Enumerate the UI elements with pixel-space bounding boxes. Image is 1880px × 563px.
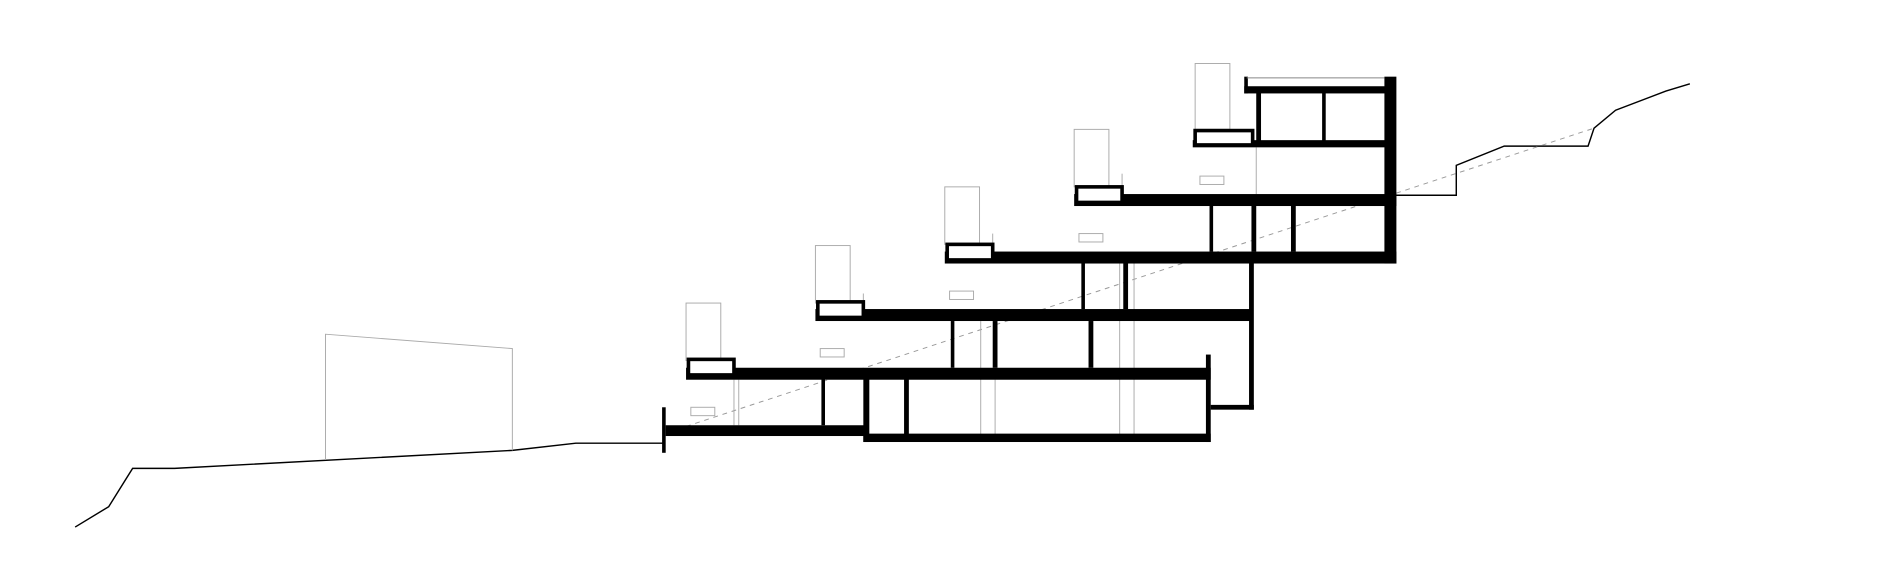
neighbour-building bbox=[325, 333, 513, 460]
chimney bbox=[685, 302, 722, 362]
slab bbox=[686, 367, 1211, 380]
structure bbox=[662, 76, 1397, 453]
chimney bbox=[1073, 128, 1110, 188]
terrain-right bbox=[1396, 83, 1691, 196]
wall bbox=[821, 378, 826, 426]
elevation-lines bbox=[685, 63, 1257, 435]
wall bbox=[1088, 321, 1094, 368]
slab bbox=[665, 425, 866, 437]
skylight bbox=[1074, 185, 1124, 205]
skylight bbox=[816, 300, 866, 320]
window bbox=[1199, 175, 1225, 185]
window bbox=[1078, 233, 1104, 243]
chimney bbox=[1194, 63, 1231, 130]
slab bbox=[944, 251, 1397, 264]
grade-line bbox=[685, 127, 1595, 427]
wall bbox=[1384, 76, 1397, 264]
window bbox=[949, 290, 975, 300]
wall bbox=[950, 321, 955, 368]
roof bbox=[1244, 86, 1391, 94]
parapet bbox=[1244, 76, 1248, 94]
wall bbox=[904, 378, 909, 435]
window bbox=[690, 406, 716, 417]
wall bbox=[863, 378, 870, 443]
wall bbox=[1322, 91, 1326, 142]
wall bbox=[1081, 262, 1085, 310]
wall bbox=[1290, 204, 1296, 252]
window bbox=[819, 348, 845, 358]
terrain-left bbox=[74, 442, 664, 528]
wall bbox=[1251, 204, 1257, 252]
wall bbox=[1123, 262, 1129, 310]
wall bbox=[1205, 354, 1211, 443]
chimney bbox=[814, 245, 851, 304]
wall bbox=[1256, 91, 1262, 142]
wall bbox=[992, 321, 998, 368]
slab bbox=[1192, 140, 1391, 148]
slab bbox=[1074, 194, 1397, 207]
skylight bbox=[1193, 128, 1255, 147]
slab bbox=[1210, 404, 1254, 410]
wall bbox=[1249, 262, 1254, 410]
chimney bbox=[944, 186, 981, 245]
skylight bbox=[686, 357, 736, 377]
skylight bbox=[945, 242, 995, 262]
slab bbox=[863, 433, 1211, 443]
wall bbox=[662, 407, 666, 453]
slab bbox=[815, 309, 1252, 322]
wall bbox=[1209, 204, 1214, 252]
